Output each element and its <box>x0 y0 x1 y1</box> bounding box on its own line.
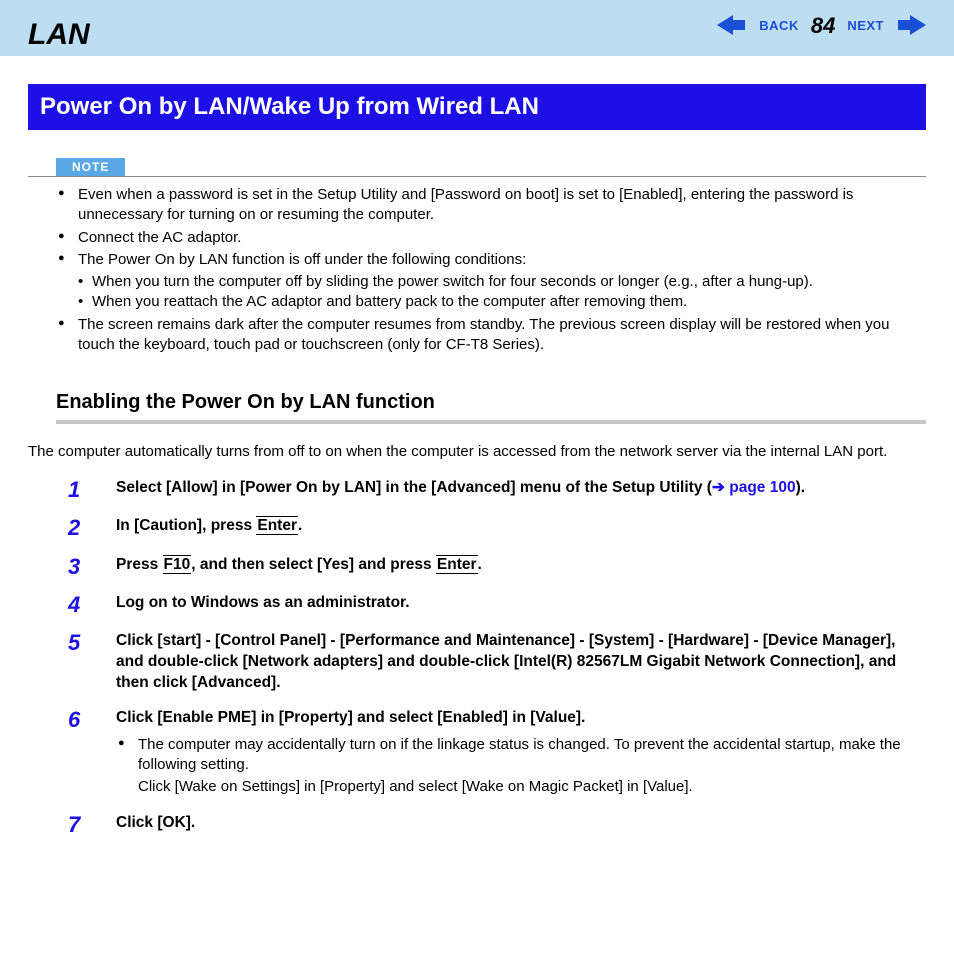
note-text: Even when a password is set in the Setup… <box>78 186 853 223</box>
step-sub-line: Click [Wake on Settings] in [Property] a… <box>138 777 926 797</box>
step-number: 4 <box>68 593 116 617</box>
note-label: NOTE <box>56 158 125 176</box>
section-heading: Power On by LAN/Wake Up from Wired LAN <box>28 84 926 130</box>
step: 2 In [Caution], press Enter. <box>68 516 926 540</box>
intro-paragraph: The computer automatically turns from of… <box>28 442 926 462</box>
note-sub-item: When you reattach the AC adaptor and bat… <box>78 292 926 312</box>
step-text: Press <box>116 556 163 573</box>
step-text: In [Caution], press <box>116 517 256 534</box>
note-sub-list: When you turn the computer off by slidin… <box>78 272 926 313</box>
note-text: Connect the AC adaptor. <box>78 229 241 246</box>
step-number: 7 <box>68 813 116 837</box>
back-link[interactable]: BACK <box>759 18 799 33</box>
subsection-heading: Enabling the Power On by LAN function <box>56 391 926 418</box>
page-number: 84 <box>811 13 835 39</box>
key-label: Enter <box>436 555 478 574</box>
step-sub: The computer may accidentally turn on if… <box>116 735 926 798</box>
step-number: 5 <box>68 631 116 655</box>
step-text: Log on to Windows as an administrator. <box>116 594 410 611</box>
step-sub-bullet: The computer may accidentally turn on if… <box>116 735 926 798</box>
note-text: The Power On by LAN function is off unde… <box>78 251 526 268</box>
note-item: Even when a password is set in the Setup… <box>56 185 926 226</box>
step-text: Click [OK]. <box>116 814 195 831</box>
step: 1 Select [Allow] in [Power On by LAN] in… <box>68 478 926 502</box>
note-sub-item: When you turn the computer off by slidin… <box>78 272 926 292</box>
back-arrow-icon[interactable] <box>717 15 751 35</box>
step-text: Click [start] - [Control Panel] - [Perfo… <box>116 632 896 691</box>
step-number: 2 <box>68 516 116 540</box>
step-body: Click [OK]. <box>116 813 926 834</box>
page-link[interactable]: page 100 <box>725 479 796 496</box>
step-text: Select [Allow] in [Power On by LAN] in t… <box>116 479 712 496</box>
step-text: , and then select [Yes] and press <box>191 556 436 573</box>
step-text: Click [Enable PME] in [Property] and sel… <box>116 709 585 726</box>
subsection-rule <box>56 420 926 424</box>
note-list: Even when a password is set in the Setup… <box>56 185 926 355</box>
key-label: Enter <box>256 516 298 535</box>
step-body: Click [start] - [Control Panel] - [Perfo… <box>116 631 926 694</box>
step-text: ). <box>796 479 805 496</box>
step-sub-text: The computer may accidentally turn on if… <box>138 736 901 773</box>
note-text: The screen remains dark after the comput… <box>78 316 890 353</box>
step-text: . <box>478 556 482 573</box>
next-arrow-icon[interactable] <box>892 15 926 35</box>
step: 5 Click [start] - [Control Panel] - [Per… <box>68 631 926 694</box>
key-label: F10 <box>163 555 192 574</box>
step: 7 Click [OK]. <box>68 813 926 837</box>
page-title: LAN <box>28 18 90 52</box>
steps-list: 1 Select [Allow] in [Power On by LAN] in… <box>68 478 926 837</box>
content-area: Power On by LAN/Wake Up from Wired LAN N… <box>0 56 954 892</box>
page-link-arrow-icon: ➔ <box>712 479 725 496</box>
note-rule <box>28 176 926 177</box>
step-body: Select [Allow] in [Power On by LAN] in t… <box>116 478 926 499</box>
step-number: 6 <box>68 708 116 732</box>
next-link[interactable]: NEXT <box>847 18 884 33</box>
note-item: Connect the AC adaptor. <box>56 228 926 248</box>
step-body: Log on to Windows as an administrator. <box>116 593 926 614</box>
header-bar: LAN BACK 84 NEXT <box>0 0 954 56</box>
nav-group: BACK 84 NEXT <box>717 12 926 38</box>
step-number: 3 <box>68 555 116 579</box>
note-label-row: NOTE <box>56 158 926 176</box>
step-body: In [Caution], press Enter. <box>116 516 926 537</box>
step-body: Press F10, and then select [Yes] and pre… <box>116 555 926 576</box>
step: 6 Click [Enable PME] in [Property] and s… <box>68 708 926 800</box>
note-item: The screen remains dark after the comput… <box>56 315 926 356</box>
step: 4 Log on to Windows as an administrator. <box>68 593 926 617</box>
step-number: 1 <box>68 478 116 502</box>
note-item: The Power On by LAN function is off unde… <box>56 250 926 313</box>
step-body: Click [Enable PME] in [Property] and sel… <box>116 708 926 800</box>
step: 3 Press F10, and then select [Yes] and p… <box>68 555 926 579</box>
step-text: . <box>298 517 302 534</box>
